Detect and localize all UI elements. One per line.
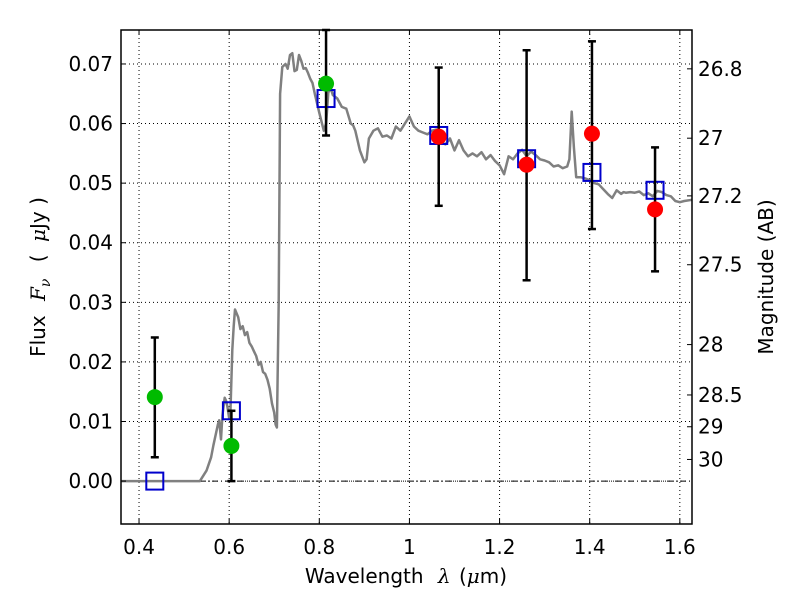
y-tick-label: 0.06 bbox=[68, 112, 113, 136]
x-axis-label: Wavelength λ (μm) bbox=[305, 564, 507, 588]
spectrum-layer bbox=[121, 51, 693, 483]
y2-tick-label: 26.8 bbox=[698, 57, 743, 81]
data-points-layer bbox=[145, 28, 665, 491]
x-tick-label: 1 bbox=[403, 535, 416, 559]
observed-point-marker bbox=[318, 75, 335, 92]
y-axis-label-subscript: ν bbox=[38, 278, 54, 287]
y2-tick-label: 28 bbox=[698, 333, 723, 357]
y2-tick-label: 27.2 bbox=[698, 184, 743, 208]
x-tick-label: 0.4 bbox=[123, 535, 155, 559]
observed-point-marker bbox=[430, 128, 447, 145]
observed-point-marker bbox=[647, 201, 664, 218]
plot-frame bbox=[120, 29, 693, 525]
model-square-marker bbox=[145, 471, 165, 491]
x-axis-label-unit-rest: m) bbox=[480, 564, 507, 588]
y-tick-label: 0.07 bbox=[68, 52, 113, 76]
y-tick-label: 0.02 bbox=[68, 350, 113, 374]
y-axis-label-unit-open: ( bbox=[26, 254, 50, 262]
y-axis-label-prefix: Flux bbox=[26, 315, 50, 357]
x-tick-label: 0.6 bbox=[213, 535, 245, 559]
x-axis-label-unit-mu: μ bbox=[467, 564, 480, 588]
spectrum-line bbox=[121, 51, 693, 483]
y2-tick-label: 27.5 bbox=[698, 253, 743, 277]
observed-point-marker bbox=[146, 389, 163, 406]
x-tick-label: 1.2 bbox=[484, 535, 516, 559]
y-tick-label: 0.03 bbox=[68, 290, 113, 314]
observed-point-marker bbox=[223, 437, 240, 454]
y-axis-label-unit-rest: Jy ) bbox=[26, 197, 50, 231]
ticks-layer: 0.4 0.6 0.8 1 1.2 1.4 1.6 0.00 0.01 0.02 0.03 0.04 0… bbox=[68, 30, 743, 559]
y2-tick-label: 29 bbox=[698, 415, 723, 439]
y-tick-label: 0.00 bbox=[68, 469, 113, 493]
observed-point-marker bbox=[583, 125, 600, 142]
x-tick-label: 1.4 bbox=[574, 535, 606, 559]
y-tick-label: 0.05 bbox=[68, 171, 113, 195]
y-tick-label: 0.01 bbox=[68, 410, 113, 434]
y2-tick-label: 30 bbox=[698, 447, 723, 471]
x-axis-label-prefix: Wavelength bbox=[305, 564, 424, 588]
observed-point-marker bbox=[518, 156, 535, 173]
y-tick-label: 0.04 bbox=[68, 231, 113, 255]
x-tick-label: 1.6 bbox=[664, 535, 696, 559]
y-axis-label: Flux Fν ( μJy ) bbox=[26, 197, 55, 357]
y2-axis-label: Magnitude (AB) bbox=[754, 199, 778, 354]
y2-tick-label: 27 bbox=[698, 126, 723, 150]
x-tick-label: 0.8 bbox=[303, 535, 335, 559]
y-axis-label-symbol: F bbox=[26, 286, 50, 302]
x-axis-label-symbol: λ bbox=[437, 564, 451, 588]
grid-lines bbox=[121, 30, 692, 524]
y2-tick-label: 28.5 bbox=[698, 383, 743, 407]
y-axis-label-unit-mu: μ bbox=[26, 229, 50, 242]
x-axis-label-unit-open: ( bbox=[459, 564, 467, 588]
